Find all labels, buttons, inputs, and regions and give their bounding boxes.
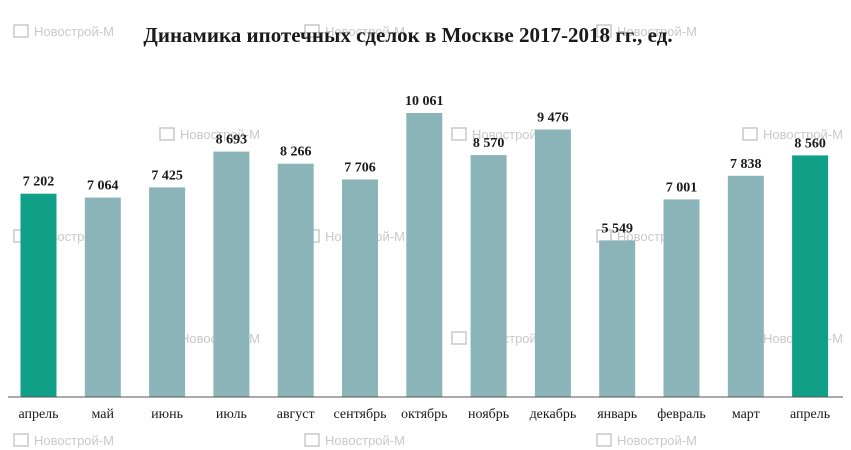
category-label-12: март (732, 407, 760, 422)
watermark-text: Новострой-М (34, 433, 114, 448)
bar-3 (149, 187, 186, 397)
building-icon (451, 331, 467, 345)
watermark-text: Новострой-М (472, 127, 552, 142)
value-label-7: 10 061 (405, 94, 444, 109)
bars-group (20, 113, 829, 397)
chart-title: Динамика ипотечных сделок в Москве 2017-… (143, 23, 672, 47)
value-label-8: 8 570 (473, 136, 505, 151)
category-label-2: май (92, 407, 115, 422)
watermark: Новострой-М (159, 127, 260, 142)
building-icon (13, 433, 29, 447)
watermark-text: Новострой-М (617, 24, 697, 39)
bar-12 (727, 175, 764, 397)
category-label-6: сентябрь (334, 407, 387, 422)
watermark-text: Новострой-М (617, 433, 697, 448)
value-label-3: 7 425 (151, 168, 183, 183)
bar-5 (277, 163, 314, 397)
category-label-11: февраль (657, 407, 706, 422)
value-label-9: 9 476 (537, 111, 569, 126)
watermark-text: Новострой-М (325, 433, 405, 448)
watermark: Новострой-М (304, 433, 405, 448)
bar-1 (20, 193, 57, 397)
value-label-11: 7 001 (666, 180, 698, 195)
building-icon (596, 433, 612, 447)
category-label-8: ноябрь (468, 407, 509, 422)
bar-11 (663, 199, 700, 397)
bar-2 (84, 197, 121, 397)
value-label-1: 7 202 (23, 175, 55, 190)
category-label-9: декабрь (530, 407, 577, 422)
watermark: Новострой-М (304, 24, 405, 39)
bar-8 (470, 155, 507, 397)
bar-10 (599, 240, 636, 397)
bar-7 (406, 113, 443, 397)
category-label-3: июнь (151, 407, 183, 422)
watermark: Новострой-М (596, 433, 697, 448)
bar-9 (534, 129, 571, 397)
value-label-4: 8 693 (216, 133, 248, 148)
building-icon (304, 24, 320, 38)
building-icon (304, 433, 320, 447)
building-icon (451, 127, 467, 141)
category-label-7: октябрь (401, 407, 448, 422)
building-icon (596, 24, 612, 38)
category-label-5: август (277, 407, 315, 422)
watermark-text: Новострой-М (34, 24, 114, 39)
watermark-text: Новострой-М (180, 127, 260, 142)
value-label-5: 8 266 (280, 145, 312, 160)
bar-13 (792, 155, 829, 397)
category-labels-group: апрель май июнь июль август сентябрь октябрь но… (18, 407, 830, 422)
watermark: Новострой-М (13, 433, 114, 448)
value-label-12: 7 838 (730, 157, 762, 172)
value-label-2: 7 064 (87, 179, 119, 194)
watermark: Новострой-М (13, 24, 114, 39)
bar-4 (213, 151, 250, 397)
watermark-text: Новострой-М (325, 24, 405, 39)
category-label-10: январь (597, 407, 637, 422)
value-label-13: 8 560 (794, 136, 826, 151)
watermark-text: Новострой-М (763, 127, 843, 142)
building-icon (13, 24, 29, 38)
value-labels-group: 7 202 7 064 7 425 8 693 8 266 7 706 10 061 8 57… (23, 94, 826, 236)
building-icon (742, 127, 758, 141)
watermark: Новострой-М (742, 127, 843, 142)
value-label-10: 5 549 (601, 221, 633, 236)
bar-6 (342, 179, 378, 397)
watermark: Новострой-М (451, 127, 552, 142)
category-label-4: июль (216, 407, 247, 422)
category-label-1: апрель (18, 407, 58, 422)
value-label-6: 7 706 (344, 161, 376, 176)
building-icon (159, 127, 175, 141)
category-label-13: апрель (790, 407, 830, 422)
watermark: Новострой-М (596, 24, 697, 39)
